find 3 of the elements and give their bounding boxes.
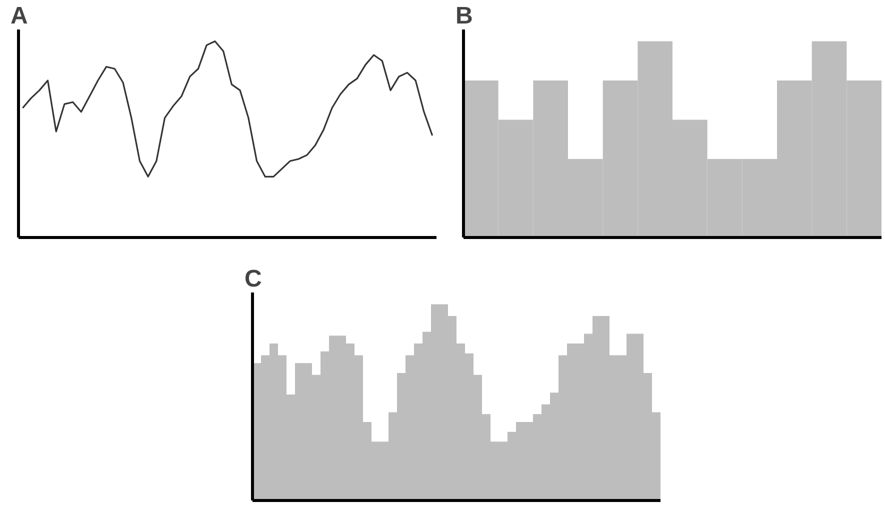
chart-title: B <box>456 2 473 30</box>
chart-title: C <box>244 266 262 292</box>
chart-title: A <box>10 2 28 30</box>
